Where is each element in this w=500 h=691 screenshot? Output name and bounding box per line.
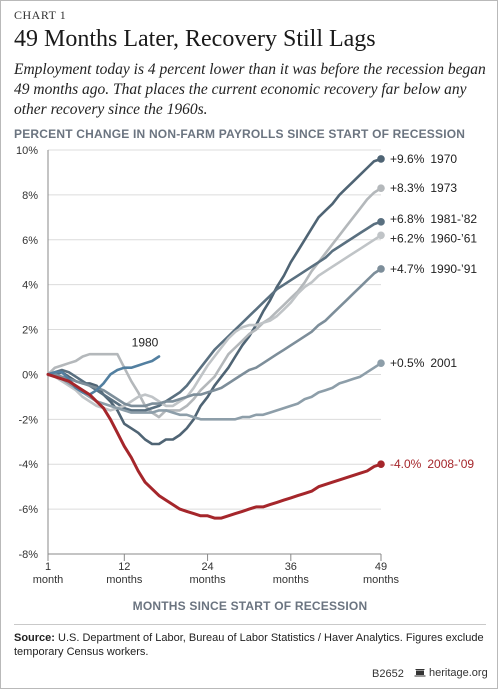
- series-end-marker: [377, 265, 385, 273]
- brand[interactable]: heritage.org: [414, 667, 488, 679]
- series-end-marker: [377, 184, 385, 192]
- series-inline-label: 1980: [132, 335, 159, 349]
- source-note: Source: U.S. Department of Labor, Bureau…: [14, 631, 484, 659]
- y-tick-label: 6%: [22, 235, 38, 247]
- series-layer: [46, 155, 385, 520]
- grid-layer: [48, 149, 381, 555]
- series-end-label: +6.2% 1960-’61: [390, 231, 477, 245]
- page-title: 49 Months Later, Recovery Still Lags: [14, 26, 376, 52]
- series-end-label: +0.5% 2001: [390, 356, 457, 370]
- x-tick-unit: months: [273, 574, 310, 586]
- series-end-marker: [377, 359, 385, 368]
- y-tick-label: 10%: [16, 145, 38, 157]
- source-label: Source:: [14, 632, 55, 644]
- subtitle: Employment today is 4 percent lower than…: [14, 61, 486, 118]
- heritage-bell-icon: [414, 669, 426, 677]
- series-end-marker: [377, 155, 385, 163]
- x-tick-label: 49: [375, 561, 387, 573]
- y-tick-label: -2%: [18, 414, 38, 426]
- x-tick-label: 24: [201, 561, 213, 573]
- x-tick-unit: months: [106, 574, 143, 586]
- footer-divider: [14, 624, 486, 625]
- report-id: B2652: [372, 668, 404, 680]
- series-end-marker: [377, 231, 385, 240]
- y-tick-label: -4%: [18, 459, 38, 471]
- series-end-label: +6.8% 1981-’82: [390, 212, 477, 226]
- x-tick-label: 12: [118, 561, 130, 573]
- y-axis-title: PERCENT CHANGE IN NON-FARM PAYROLLS SINC…: [14, 127, 466, 141]
- x-axis-title: MONTHS SINCE START OF RECESSION: [132, 599, 368, 613]
- y-tick-label: -6%: [18, 504, 38, 516]
- series-end-label: +9.6% 1970: [390, 152, 457, 166]
- series-end-label: +8.3% 1973: [390, 181, 457, 195]
- y-tick-label: -8%: [18, 549, 38, 561]
- x-tick-label: 1: [45, 561, 51, 573]
- series-end-marker: [377, 460, 385, 469]
- series-line-2008-09: [46, 372, 383, 520]
- series-line-1981-82: [46, 220, 383, 412]
- series-line-2001: [46, 361, 383, 421]
- y-tick-label: 2%: [22, 325, 38, 337]
- chart-label: CHART 1: [14, 8, 67, 22]
- axis-layer: 10%8%6%4%2%0%-2%-4%-6%-8%1month12months2…: [16, 145, 400, 586]
- x-tick-unit: month: [33, 574, 64, 586]
- line-chart: 10%8%6%4%2%0%-2%-4%-6%-8%1month12months2…: [16, 145, 478, 586]
- y-tick-label: 4%: [22, 280, 38, 292]
- series-line-1980: [46, 355, 161, 396]
- series-end-marker: [377, 218, 385, 226]
- series-line-1990-91: [46, 267, 383, 408]
- x-tick-unit: months: [190, 574, 227, 586]
- y-tick-label: 0%: [22, 369, 38, 381]
- series-end-label: -4.0% 2008-’09: [390, 457, 474, 471]
- label-layer: +9.6% 1970 +8.3% 1973 +6.8% 1981-’82 +6.2% 1960…: [132, 152, 478, 471]
- brand-name: heritage.org: [429, 667, 488, 679]
- x-tick-label: 36: [285, 561, 297, 573]
- x-tick-unit: months: [363, 574, 400, 586]
- source-text: U.S. Department of Labor, Bureau of Labo…: [14, 632, 484, 658]
- series-line-1973: [46, 186, 383, 419]
- series-end-label: +4.7% 1990-’91: [390, 262, 477, 276]
- y-tick-label: 8%: [22, 190, 38, 202]
